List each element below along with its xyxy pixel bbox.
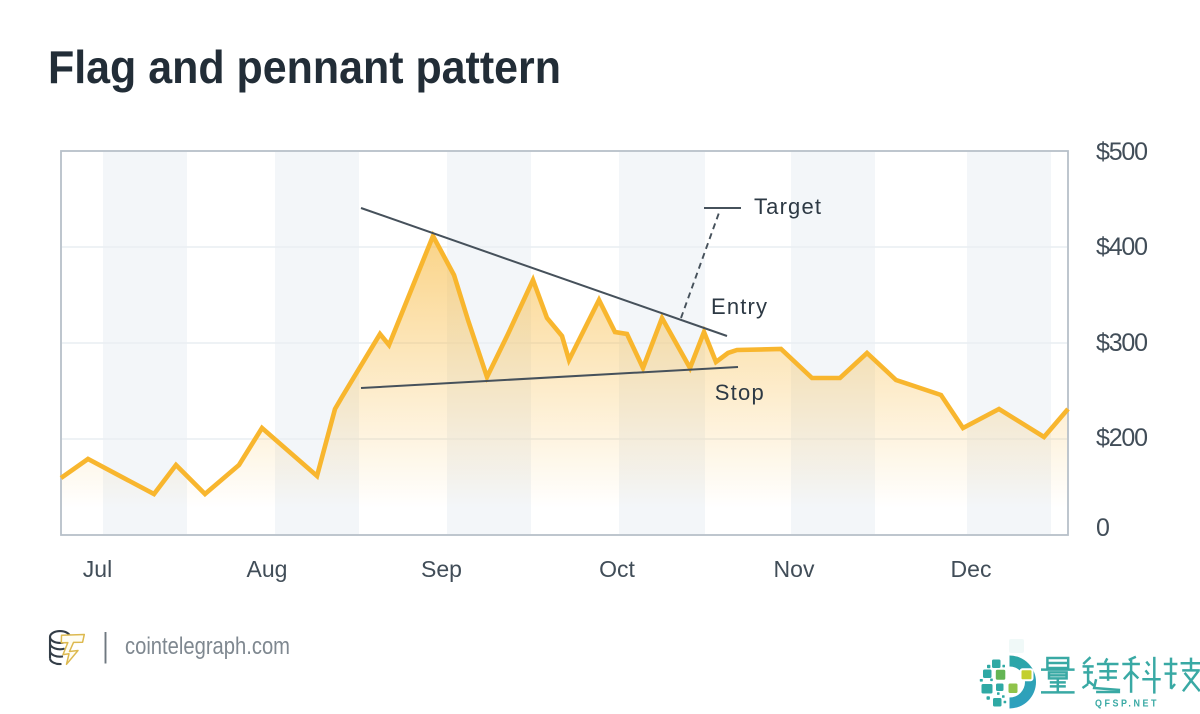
svg-text:Dec: Dec [951,556,992,582]
svg-text:$300: $300 [1096,329,1148,357]
svg-text:Sep: Sep [421,556,462,582]
svg-text:Oct: Oct [599,556,635,582]
svg-text:$200: $200 [1096,424,1148,452]
svg-text:QFSP.NET: QFSP.NET [1095,698,1159,710]
svg-text:0: 0 [1096,514,1110,542]
svg-text:Aug: Aug [247,556,288,582]
svg-text:Target: Target [754,194,821,219]
svg-text:cointelegraph.com: cointelegraph.com [125,633,290,660]
svg-text:Entry: Entry [711,294,767,319]
svg-text:Jul: Jul [83,556,112,582]
svg-text:Stop: Stop [715,380,764,405]
svg-text:Flag and pennant pattern: Flag and pennant pattern [48,41,561,93]
svg-text:$400: $400 [1096,233,1148,261]
svg-text:Nov: Nov [774,556,815,582]
svg-text:$500: $500 [1096,138,1148,166]
